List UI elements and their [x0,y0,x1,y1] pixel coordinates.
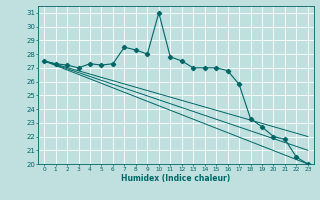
X-axis label: Humidex (Indice chaleur): Humidex (Indice chaleur) [121,174,231,183]
